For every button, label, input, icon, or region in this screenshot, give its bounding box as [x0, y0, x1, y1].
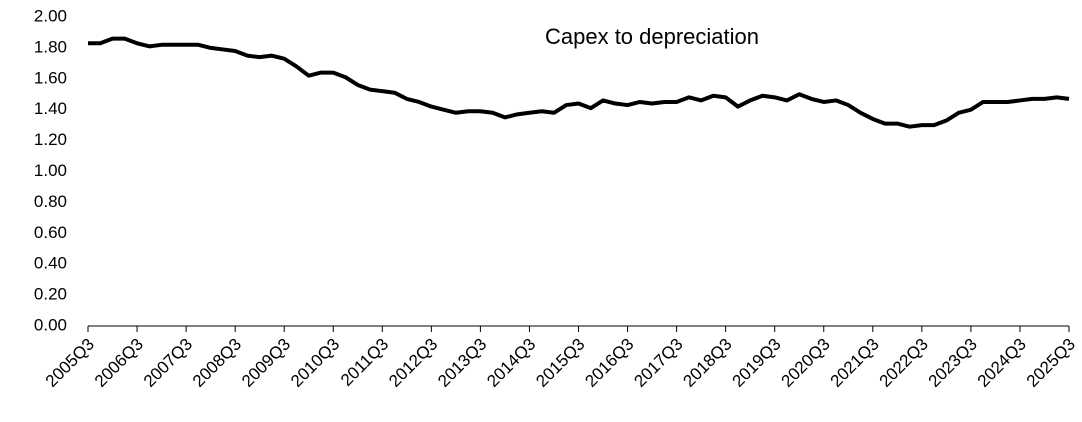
x-tick-label: 2013Q3: [434, 335, 490, 391]
x-tick-label: 2016Q3: [581, 335, 637, 391]
x-tick-label: 2010Q3: [287, 335, 343, 391]
x-tick-label: 2005Q3: [42, 335, 98, 391]
y-tick-label: 1.80: [34, 37, 67, 56]
x-tick-label: 2017Q3: [630, 335, 686, 391]
x-tick-label: 2007Q3: [140, 335, 196, 391]
x-tick-label: 2009Q3: [238, 335, 294, 391]
y-tick-label: 0.20: [34, 285, 67, 304]
x-tick-label: 2006Q3: [91, 335, 147, 391]
y-tick-label: 1.60: [34, 68, 67, 87]
x-tick-label: 2008Q3: [189, 335, 245, 391]
x-tick-label: 2014Q3: [483, 335, 539, 391]
x-tick-label: 2023Q3: [925, 335, 981, 391]
x-tick-label: 2022Q3: [876, 335, 932, 391]
x-tick-label: 2025Q3: [1023, 335, 1079, 391]
y-tick-label: 0.80: [34, 192, 67, 211]
data-line: [88, 36, 1070, 129]
y-tick-label: 1.40: [34, 99, 67, 118]
x-tick-label: 2012Q3: [385, 335, 441, 391]
x-tick-label: 2015Q3: [532, 335, 588, 391]
x-tick-label: 2011Q3: [337, 335, 392, 390]
x-tick-label: 2021Q3: [827, 335, 883, 391]
chart-title: Capex to depreciation: [545, 24, 759, 49]
y-tick-label: 2.00: [34, 6, 67, 25]
y-tick-label: 1.00: [34, 161, 67, 180]
x-tick-label: 2020Q3: [778, 335, 834, 391]
x-tick-label: 2018Q3: [679, 335, 735, 391]
y-tick-label: 0.00: [34, 315, 67, 334]
y-tick-label: 1.20: [34, 130, 67, 149]
x-tick-label: 2024Q3: [974, 335, 1030, 391]
y-tick-label: 0.40: [34, 254, 67, 273]
y-tick-label: 0.60: [34, 223, 67, 242]
x-tick-label: 2019Q3: [728, 335, 784, 391]
